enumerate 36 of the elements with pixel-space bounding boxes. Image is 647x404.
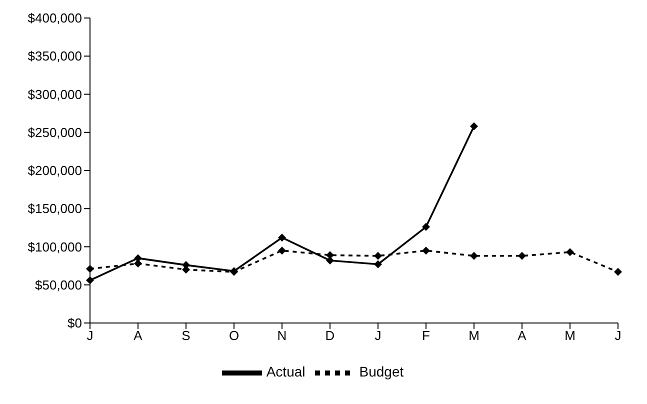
- point: [86, 264, 94, 273]
- point: [278, 234, 286, 242]
- y-tick-label: $400,000: [28, 10, 82, 26]
- y-tick-label: $0: [68, 316, 82, 331]
- point: [614, 268, 622, 276]
- x-tick-label: M: [564, 328, 576, 344]
- x-tick-label: O: [228, 328, 240, 344]
- y-tick-label: $250,000: [28, 124, 82, 140]
- point: [374, 252, 382, 260]
- x-tick-label: J: [86, 328, 94, 344]
- point: [374, 260, 382, 268]
- point: [470, 252, 478, 260]
- y-tick-label: $350,000: [28, 48, 82, 64]
- legend-label: Budget: [359, 364, 404, 380]
- x-tick-label: D: [325, 328, 335, 344]
- legend-label: Actual: [266, 364, 306, 380]
- y-tick-label: $150,000: [28, 201, 82, 216]
- point: [278, 246, 286, 255]
- y-tick-label: $50,000: [35, 277, 82, 292]
- point: [422, 222, 430, 231]
- y-tick-label: $200,000: [28, 163, 82, 178]
- point: [566, 248, 574, 256]
- x-tick-label: M: [468, 328, 480, 344]
- x-tick-label: N: [277, 328, 287, 344]
- point: [422, 246, 430, 255]
- x-tick-label: S: [182, 328, 191, 344]
- x-tick-label: A: [134, 328, 143, 344]
- y-tick-label: $300,000: [28, 86, 82, 102]
- y-tick-label: $100,000: [28, 239, 82, 254]
- point: [518, 252, 526, 260]
- x-tick-label: A: [518, 328, 527, 344]
- x-tick-label: J: [374, 328, 382, 344]
- point: [86, 276, 94, 284]
- x-tick-label: F: [422, 328, 430, 344]
- point: [470, 122, 478, 130]
- x-tick-label: J: [614, 328, 622, 344]
